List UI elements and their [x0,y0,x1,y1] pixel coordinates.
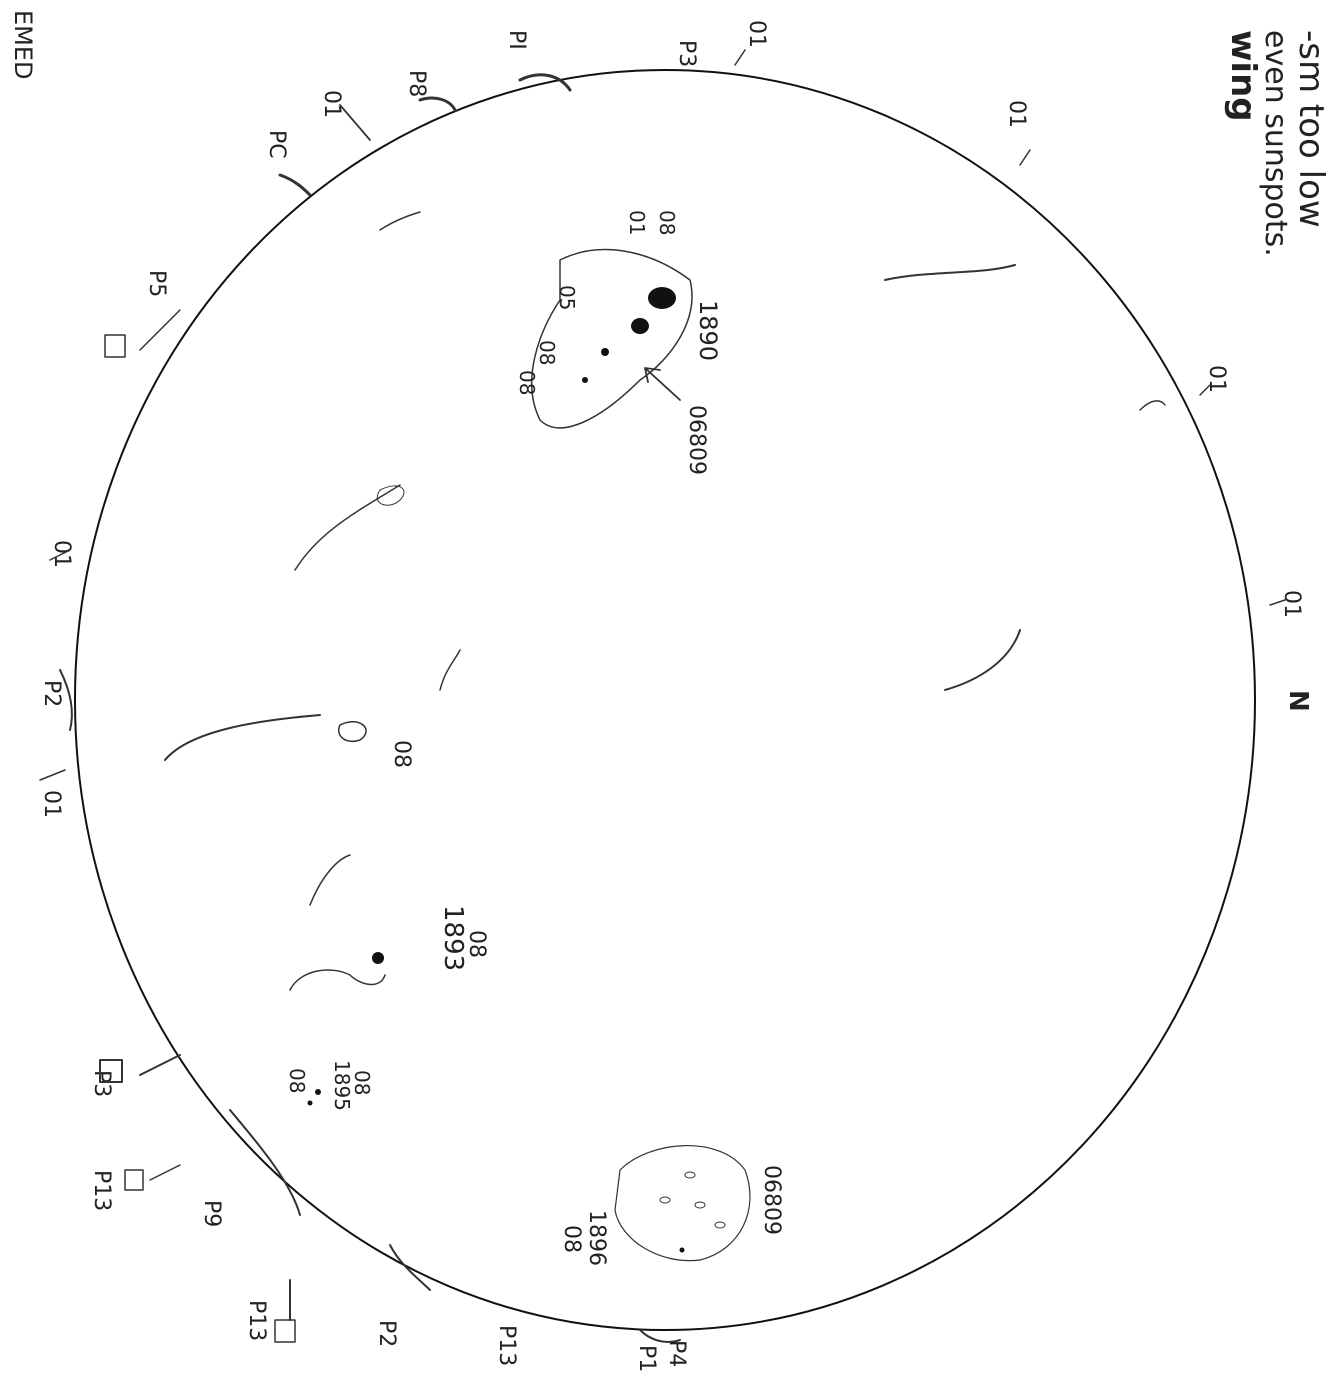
arrow [1199,384,1211,396]
limb-mark: 01 [39,790,64,818]
limb-mark: P3 [674,40,699,67]
box-marker [274,1319,296,1343]
filament [944,629,1021,691]
sunspot-umbra [372,952,384,964]
region-label: 1890 [694,300,722,361]
region-code: 05 [555,285,579,310]
plage-curve [289,969,386,991]
pore [714,1221,726,1229]
arrow [1019,149,1031,166]
sunspot-dot [601,348,609,356]
arrow [49,549,71,561]
arrow [139,1054,181,1076]
region-1895: 08 1895 08 [285,1060,374,1111]
sunspot-dot [315,1089,321,1095]
region-code: 01 [625,210,649,235]
limb-mark: 01 [319,90,344,118]
filament [884,264,1016,281]
limb-mark: P2 [39,680,64,707]
limb-mark: 01 [744,20,769,48]
sunspot-dot [582,377,588,383]
region-1896-outline [614,1145,751,1262]
limb-mark: P2 [374,1320,399,1347]
limb-mark: P4 [664,1340,689,1367]
prominences [59,73,681,1343]
north-label: N [1283,690,1313,712]
pore [694,1201,706,1209]
arrow [139,309,181,351]
arrow [644,367,681,401]
prominence [418,96,457,112]
pore [684,1171,696,1179]
region-1890-outline [531,248,693,429]
limb-mark: PC [264,130,289,159]
limb-mark: P13 [494,1325,519,1366]
top-note-bold: wing [1223,30,1263,122]
box-marker [104,334,126,358]
filaments [164,211,1166,906]
limb-arrows [39,49,1286,1343]
limb-mark: 01 [1204,365,1229,393]
region-1893: 08 1893 [289,905,489,991]
region-code: 08 [350,1070,374,1095]
limb-mark: P13 [244,1300,269,1341]
limb-mark: P13 [89,1170,114,1211]
limb-mark: P1 [634,1345,659,1372]
region-code: 08 [464,930,489,958]
box-marker [124,1169,144,1191]
prominence [229,1109,301,1216]
region-label: 1893 [438,905,468,971]
region-code: 08 [559,1225,584,1253]
region-1896: 06809 1896 08 [559,1145,784,1266]
limb-mark: P8 [404,70,429,97]
region-label: 1895 [330,1060,354,1111]
prominence [518,73,572,92]
filament [377,485,405,506]
arrow [149,1164,181,1181]
region-1890: 1890 08 01 05 08 08 06809 [515,210,722,475]
region-code: 08 [655,210,679,235]
prominence [389,1244,431,1291]
pore [659,1196,671,1204]
top-note-line-2: even sunspots. [1258,30,1293,257]
filament [338,720,367,742]
region-note: 06809 [684,405,709,475]
filament [1139,400,1166,411]
prominence [639,1329,681,1343]
sunspot-umbra [648,287,676,309]
prominence [278,173,312,197]
limb-mark: 01 [1004,100,1029,128]
arrow [339,104,371,141]
limb-marks: 01 01 01 01 01 01 01 P8 PC P5 P2 P3 P13 … [39,20,1304,1372]
limb-mark: P5 [144,270,169,297]
region-label: 1896 [584,1210,609,1266]
filament [294,484,401,571]
box-marker [99,1059,123,1083]
sunspot-umbra [631,318,649,334]
region-code: 08 [535,340,559,365]
sunspot-dot [307,1100,313,1106]
arrow [734,49,746,66]
standalone-code: 08 [389,740,414,768]
arrow [1269,599,1286,606]
arrow [39,769,66,781]
top-notes: -sm too low even sunspots. wing [1223,30,1331,257]
filament [164,714,321,761]
sunspot-dot [679,1247,685,1253]
solar-disk [74,69,1256,1331]
region-code: 08 [285,1068,309,1093]
limb-mark: P3 [89,1070,114,1097]
filament [379,211,421,231]
region-note: 06809 [759,1165,784,1235]
filament [439,649,461,691]
filament [309,854,351,906]
region-code: 08 [515,370,539,395]
prominence [59,669,73,731]
top-note-line-1: -sm too low [1291,30,1331,228]
limb-mark: PI [504,30,529,50]
edge-label: EMED [9,10,37,80]
limb-mark: P9 [199,1200,224,1227]
limb-mark: 01 [1279,590,1304,618]
